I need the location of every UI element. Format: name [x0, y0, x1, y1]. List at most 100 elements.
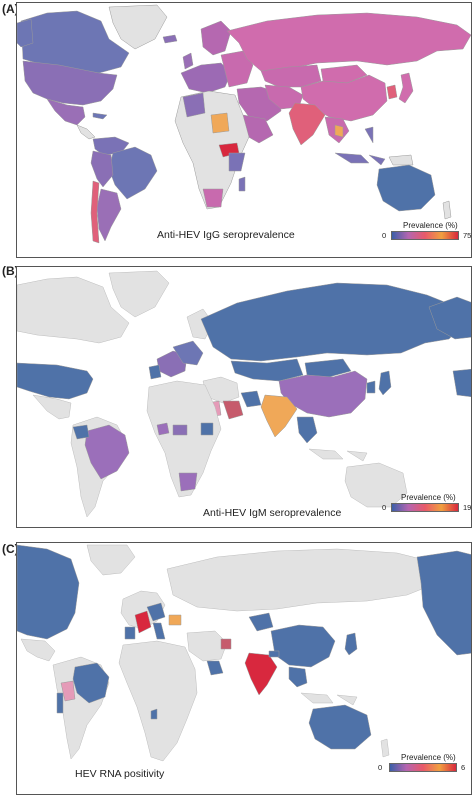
panel-c-caption: HEV RNA positivity: [75, 768, 165, 780]
world-map-rna: [17, 543, 471, 794]
middle-east: [186, 630, 228, 662]
world-map-igm: [17, 267, 471, 527]
legend-max: 6: [461, 763, 466, 772]
east-africa: [228, 152, 246, 172]
arabia-part: [206, 660, 224, 676]
russia: [200, 282, 464, 362]
southeast-asia: [288, 666, 308, 688]
egypt-libya-region: [210, 112, 230, 134]
brazil: [72, 662, 110, 704]
southeast-asia: [296, 416, 318, 444]
canada-usa: [17, 544, 80, 640]
kazakhstan: [230, 358, 304, 382]
usa: [17, 362, 94, 400]
kyrgyz-region: [248, 612, 274, 632]
canada: [17, 276, 130, 344]
africa: [146, 380, 222, 498]
south-africa: [178, 472, 198, 492]
colombia: [72, 424, 90, 440]
east-africa: [200, 422, 214, 436]
peru-bolivia: [90, 150, 114, 188]
indonesia: [300, 692, 358, 706]
legend-title: Prevalence (%): [403, 221, 458, 230]
nepal: [268, 650, 280, 658]
india: [288, 102, 326, 146]
legend-gradient: [391, 503, 459, 512]
germany-region: [146, 602, 166, 622]
greenland: [86, 544, 136, 576]
japan: [378, 370, 392, 396]
france: [134, 610, 152, 634]
mongolia: [304, 358, 352, 378]
cambodia: [334, 124, 344, 138]
panel-c-map: HEV RNA positivity Prevalence (%) 0 6: [16, 542, 472, 795]
mexico: [20, 638, 56, 662]
legend-title: Prevalence (%): [401, 753, 456, 762]
legend-min: 0: [382, 503, 387, 512]
legend-max: 19: [463, 503, 472, 512]
legend-min: 0: [382, 231, 387, 240]
legend-max: 75: [463, 231, 472, 240]
panel-a-map: Anti-HEV IgG seroprevalence Prevalence (…: [16, 2, 472, 258]
kazakhstan: [260, 64, 322, 88]
papua: [388, 154, 414, 166]
scandinavia: [200, 20, 232, 56]
indonesia: [334, 126, 386, 166]
australia: [308, 704, 372, 750]
iberia: [148, 364, 162, 380]
korea: [366, 380, 376, 394]
iran-part: [220, 638, 232, 650]
panel-c-legend: Prevalence (%) 0 6: [377, 753, 471, 777]
korea: [386, 84, 398, 100]
west-africa-a: [156, 422, 170, 436]
usa: [22, 60, 118, 106]
chile: [90, 180, 100, 244]
japan: [398, 72, 414, 104]
usa-east-edge: [452, 368, 471, 398]
greenland: [108, 4, 168, 50]
north-africa-west: [182, 92, 206, 118]
new-zealand: [442, 200, 452, 220]
panel-a-legend: Prevalence (%) 0 75: [381, 221, 472, 245]
mexico: [46, 98, 86, 126]
panel-b-map: Anti-HEV IgM seroprevalence Prevalence (…: [16, 266, 472, 528]
alaska: [17, 18, 34, 48]
new-zealand: [380, 738, 390, 758]
uk: [182, 52, 194, 70]
africa: [118, 640, 198, 762]
china: [270, 624, 336, 668]
panel-c-label: (C): [2, 542, 19, 556]
panel-a-caption: Anti-HEV IgG seroprevalence: [157, 229, 295, 241]
brazil: [84, 424, 130, 480]
west-africa-b: [172, 424, 188, 436]
japan: [344, 632, 358, 656]
legend-title: Prevalence (%): [401, 493, 456, 502]
spain: [124, 626, 136, 640]
panel-b-caption: Anti-HEV IgM seroprevalence: [203, 507, 342, 519]
world-map-igg: [17, 3, 471, 257]
chile-north: [56, 692, 64, 714]
panel-b-legend: Prevalence (%) 0 19: [381, 493, 472, 517]
iceland: [162, 34, 178, 44]
arabia-part: [222, 400, 244, 420]
russia: [226, 12, 471, 72]
iran: [240, 390, 262, 408]
italy: [152, 622, 166, 640]
australia: [376, 164, 436, 212]
cuba: [92, 112, 108, 120]
greenland: [108, 270, 170, 318]
mongolia: [320, 64, 368, 84]
india: [260, 394, 298, 438]
africa: [174, 90, 250, 210]
alaska-usa-east: [416, 550, 471, 656]
mexico: [32, 394, 72, 420]
legend-gradient: [389, 763, 457, 772]
alaska: [428, 296, 471, 340]
indonesia: [308, 448, 368, 462]
hungary-region: [168, 614, 182, 626]
central-europe: [172, 340, 204, 366]
madagascar: [238, 176, 246, 192]
bolivia: [60, 680, 76, 702]
central-america: [76, 124, 96, 140]
legend-gradient: [391, 231, 459, 240]
